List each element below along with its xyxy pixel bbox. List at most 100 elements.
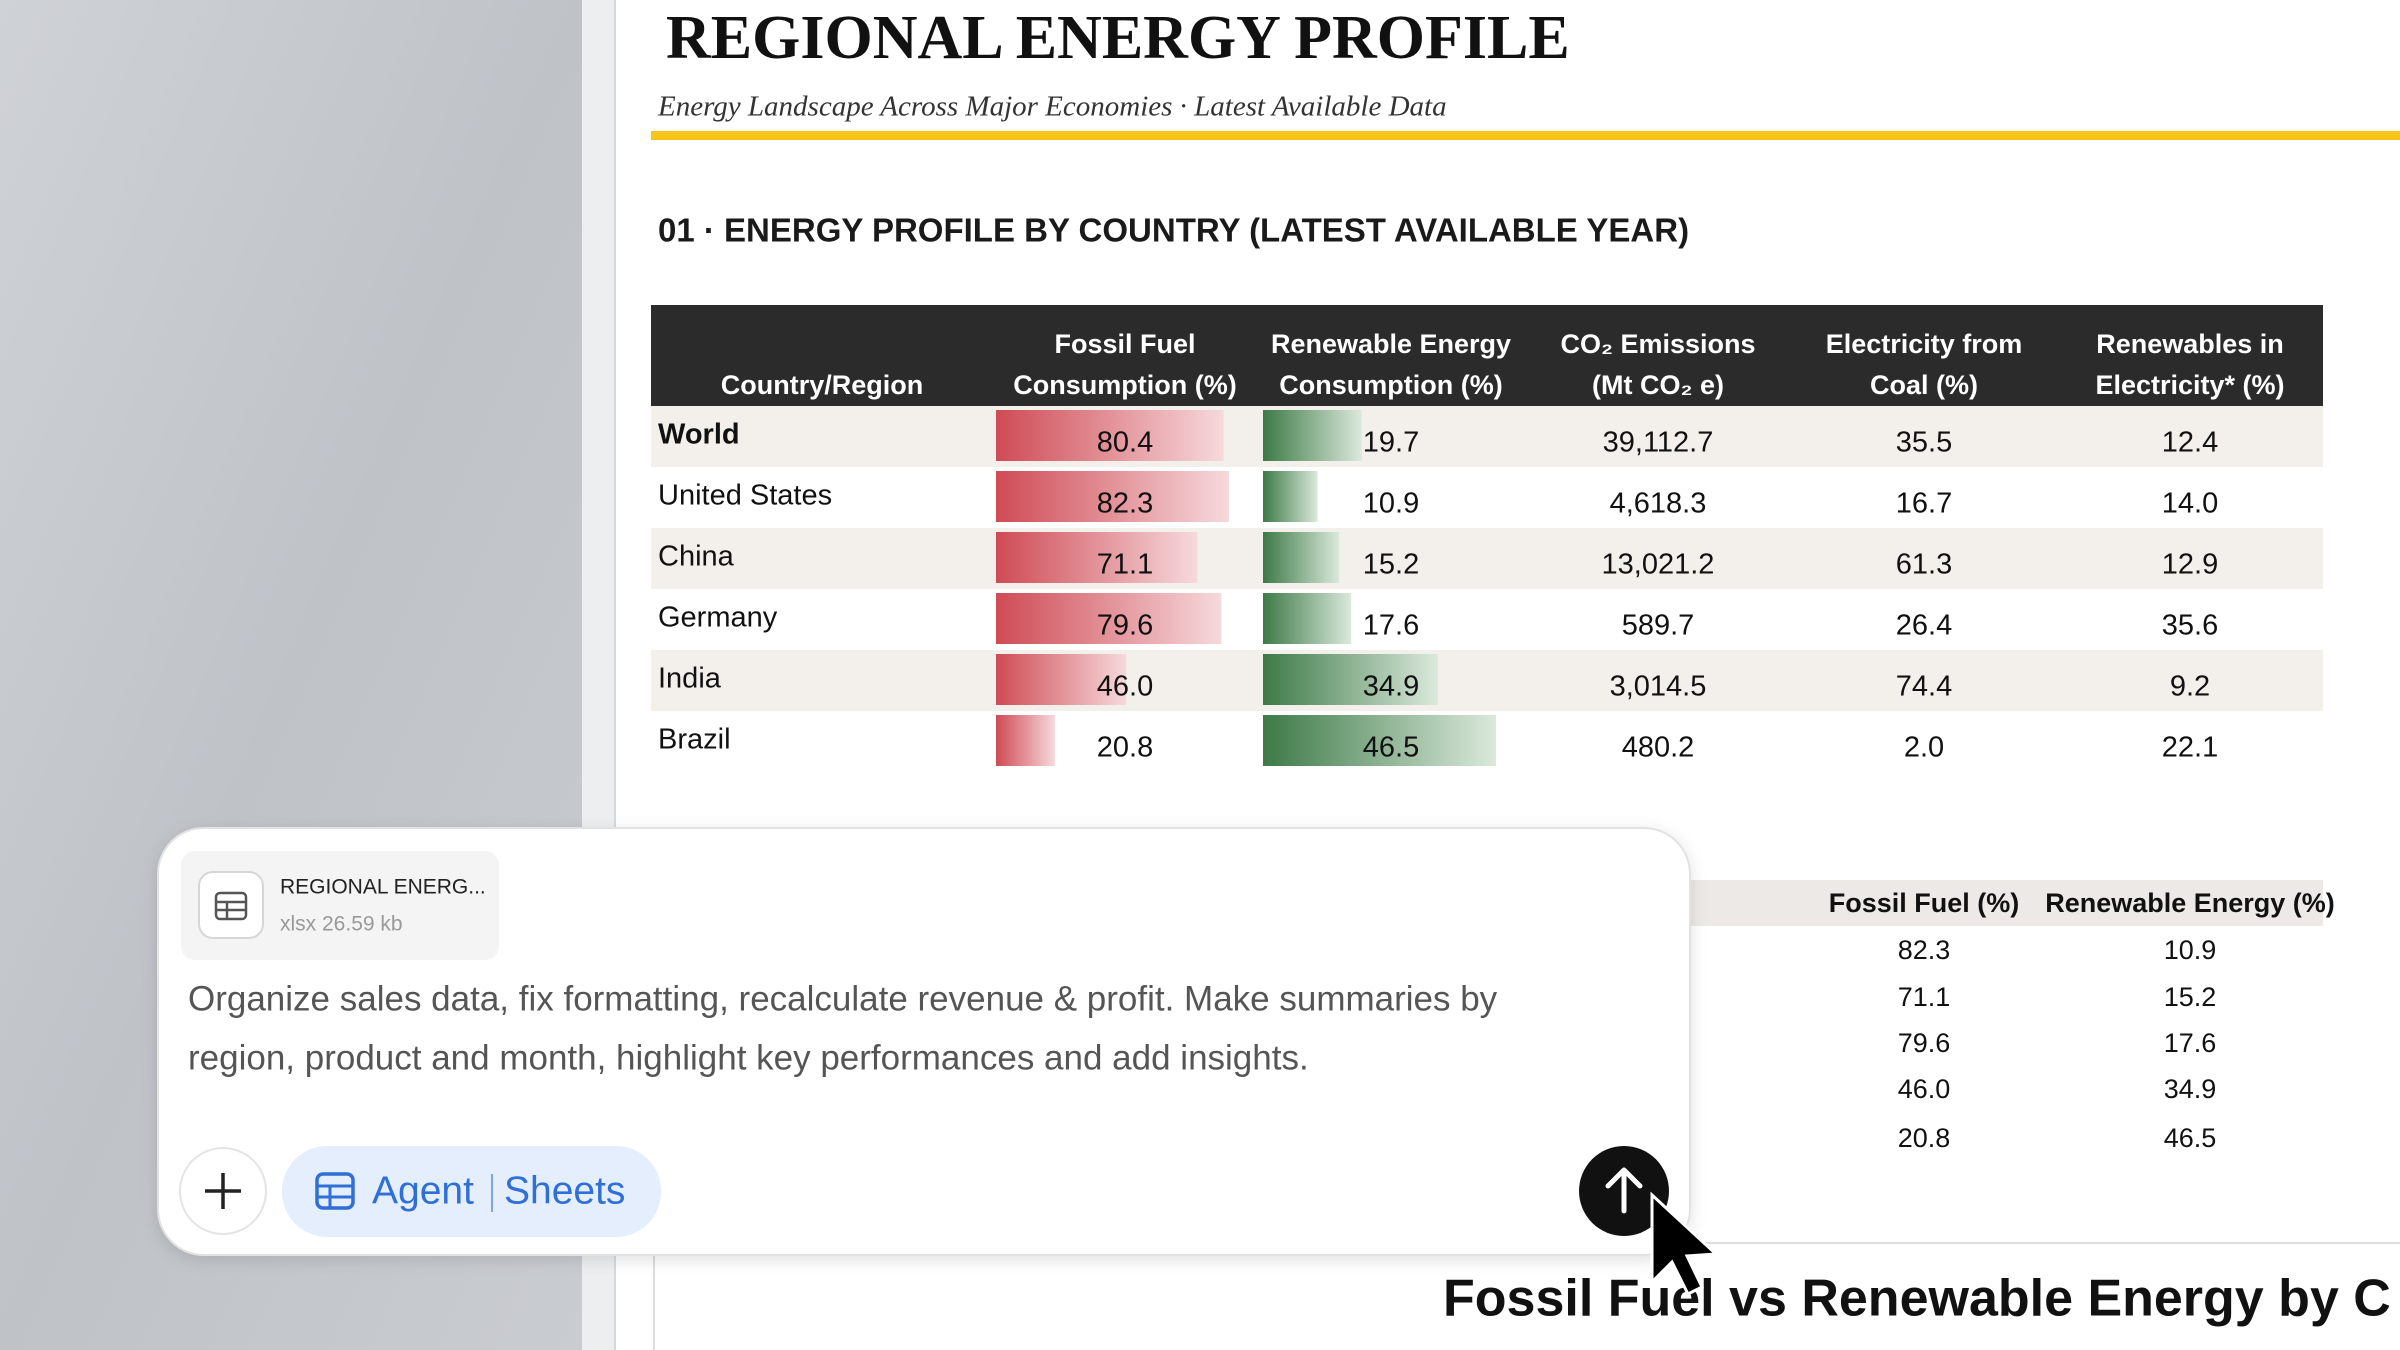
data-bar: [1263, 654, 1438, 705]
country-name: India: [658, 663, 722, 695]
cell-value: 589.7: [1622, 610, 1695, 642]
country-name: Germany: [658, 602, 778, 634]
cell-value: 39,112.7: [1603, 427, 1714, 459]
column-header: Consumption (%): [1013, 370, 1236, 400]
prompt-line: region, product and month, highlight key…: [188, 1038, 1309, 1077]
energy-table: Country/Region Fossil Fuel Consumption (%)…: [651, 305, 2323, 766]
cell-value: 71.1: [1097, 549, 1153, 581]
data-bar: [1263, 715, 1496, 766]
mode-chip[interactable]: Agent Sheets: [282, 1146, 661, 1237]
data-bar: [1263, 532, 1340, 583]
cell-value: 35.6: [2162, 610, 2218, 642]
send-arrow: [1605, 1167, 1643, 1214]
cell-value: 61.3: [1896, 549, 1952, 581]
cell-value: 22.1: [2162, 732, 2218, 764]
header-row: [1600, 880, 2323, 926]
data-bar: [996, 715, 1055, 766]
sheets-icon: [315, 1172, 355, 1210]
country-name: United States: [658, 480, 832, 512]
cell-value: 35.5: [1896, 427, 1952, 459]
mode-agent: Agent: [372, 1169, 474, 1212]
doc-title: REGIONAL ENERGY PROFILE: [666, 4, 1570, 72]
mode-app: Sheets: [504, 1169, 625, 1212]
cell-value: 17.6: [2164, 1028, 2217, 1058]
column-header: Country/Region: [721, 370, 924, 400]
cell-value: 9.2: [2170, 671, 2210, 703]
cell-value: 14.0: [2162, 488, 2218, 520]
cell-value: 13,021.2: [1602, 549, 1715, 581]
country-name: China: [658, 541, 735, 573]
cell-value: 46.0: [1097, 671, 1153, 703]
mode-chip-bg[interactable]: [282, 1146, 661, 1237]
country-name: Brazil: [658, 724, 731, 756]
cell-value: 15.2: [1363, 549, 1419, 581]
cell-value: 10.9: [1363, 488, 1419, 520]
column-header: CO₂ Emissions: [1560, 329, 1755, 359]
cell-value: 12.4: [2162, 427, 2218, 459]
cell-value: 17.6: [1363, 610, 1419, 642]
cell-value: 74.4: [1896, 671, 1952, 703]
chat-composer: REGIONAL ENERG... xlsx 26.59 kb Organize…: [157, 827, 1691, 1256]
cell-value: 26.4: [1896, 610, 1952, 642]
file-icon-grid: [214, 891, 248, 921]
cell-value: 82.3: [1898, 935, 1951, 965]
cell-value: 80.4: [1097, 427, 1153, 459]
summary-table: Fossil Fuel (%) Renewable Energy (%) 82.3 1…: [1600, 880, 2335, 1153]
data-bar: [996, 471, 1229, 522]
column-header: Fossil Fuel (%): [1829, 888, 2020, 918]
header-row: [651, 305, 2323, 406]
column-header: Fossil Fuel: [1054, 329, 1195, 359]
cell-value: 12.9: [2162, 549, 2218, 581]
add-button[interactable]: [179, 1147, 267, 1235]
mouse-cursor: [1650, 1191, 1720, 1297]
attachment-meta: xlsx 26.59 kb: [280, 913, 403, 936]
column-header: Coal (%): [1870, 370, 1978, 400]
data-bar: [1263, 410, 1362, 461]
data-bar: [996, 654, 1127, 705]
sheets-icon: [317, 1184, 353, 1208]
cell-value: 15.2: [2164, 982, 2217, 1012]
data-bar: [996, 532, 1198, 583]
cell-value: 46.0: [1898, 1074, 1951, 1104]
cell-value: 34.9: [1363, 671, 1419, 703]
cell-value: 20.8: [1097, 732, 1153, 764]
cell-value: 46.5: [1363, 732, 1419, 764]
cell-value: 19.7: [1363, 427, 1419, 459]
cell-value: 79.6: [1097, 610, 1153, 642]
data-bar: [1263, 593, 1352, 644]
section-heading: 01 · ENERGY PROFILE BY COUNTRY (LATEST A…: [658, 212, 1689, 249]
country-name: World: [658, 419, 740, 451]
cell-value: 2.0: [1904, 732, 1944, 764]
column-header: Renewables in: [2096, 329, 2284, 359]
column-header: Renewable Energy: [1271, 329, 1511, 359]
cell-value: 10.9: [2164, 935, 2217, 965]
data-bar: [1263, 471, 1318, 522]
cell-value: 4,618.3: [1610, 488, 1707, 520]
prompt-line: Organize sales data, fix formatting, rec…: [188, 979, 1498, 1018]
cell-value: 34.9: [2164, 1074, 2217, 1104]
column-header: Electricity from: [1826, 329, 2023, 359]
send-button[interactable]: [1579, 1146, 1669, 1236]
cell-value: 480.2: [1622, 732, 1695, 764]
cell-value: 46.5: [2164, 1123, 2217, 1153]
chart-title: Fossil Fuel vs Renewable Energy by C: [1443, 1270, 2391, 1328]
accent-rule: [651, 131, 2400, 140]
data-bar: [996, 593, 1222, 644]
file-icon: [198, 871, 264, 939]
column-header: Electricity* (%): [2095, 370, 2284, 400]
row-band: [651, 406, 2323, 467]
row-band: [651, 528, 2323, 589]
cell-value: 3,014.5: [1610, 671, 1707, 703]
cell-value: 16.7: [1896, 488, 1952, 520]
cell-value: 79.6: [1898, 1028, 1951, 1058]
data-bar: [996, 410, 1224, 461]
attachment[interactable]: REGIONAL ENERG... xlsx 26.59 kb: [181, 851, 499, 960]
cell-value: 82.3: [1097, 488, 1153, 520]
row-band: [651, 650, 2323, 711]
column-header: Renewable Energy (%): [2045, 888, 2335, 918]
column-header: Consumption (%): [1279, 370, 1502, 400]
column-header: (Mt CO₂ e): [1592, 370, 1724, 400]
plus-icon: [205, 1173, 241, 1209]
